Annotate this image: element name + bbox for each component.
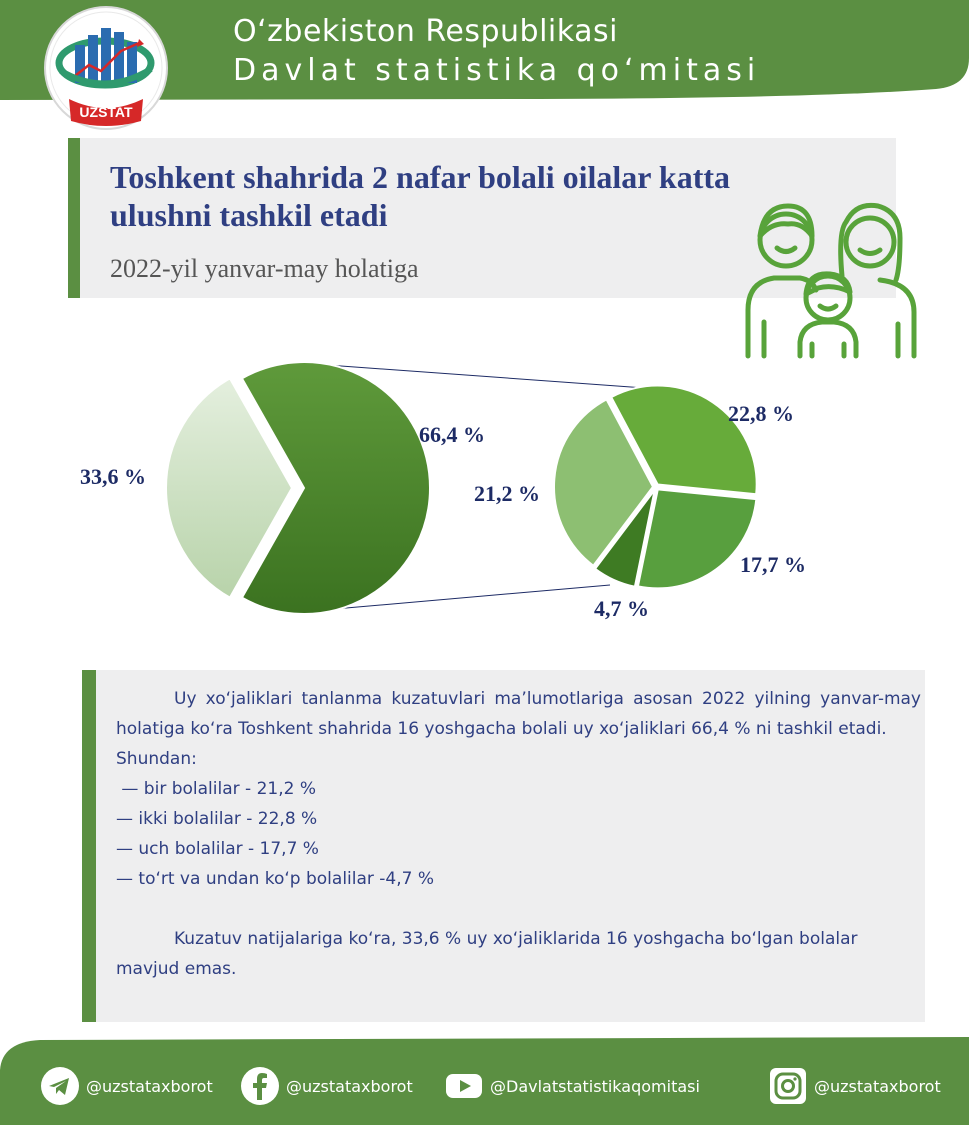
main-slice-label-1: 33,6 % bbox=[80, 464, 146, 489]
main-pie bbox=[165, 361, 431, 615]
youtube-handle: @Davlatstatistikaqomitasi bbox=[490, 1076, 700, 1096]
info-item-1: — bir bolalilar - 21,2 % bbox=[116, 779, 316, 799]
breakdown-slice-3 bbox=[553, 397, 655, 568]
info-item-3: — uch bolalilar - 17,7 % bbox=[116, 839, 319, 859]
page-subtitle: 2022-yil yanvar-may holatiga bbox=[110, 254, 419, 283]
main-slice-1 bbox=[165, 376, 294, 600]
main-slice-0 bbox=[240, 361, 431, 615]
breakdown-slice-0 bbox=[609, 384, 758, 496]
footer-band bbox=[0, 1037, 969, 1125]
logo-text: UZSTAT bbox=[79, 104, 133, 120]
info-panel: Uy xo‘jaliklari tanlanma kuzatuvlari ma’… bbox=[82, 670, 925, 1022]
info-paragraph-2: Kuzatuv natijalariga ko‘ra, 33,6 % uy xo… bbox=[116, 929, 858, 979]
facebook-link[interactable]: @uzstataxborot bbox=[240, 1066, 413, 1106]
org-name-line2: Davlat statistika qo‘mitasi bbox=[233, 53, 761, 88]
main-slice-label-0: 66,4 % bbox=[419, 422, 485, 447]
telegram-icon bbox=[41, 1067, 79, 1105]
org-name-line1: O‘zbekiston Respublikasi bbox=[233, 14, 618, 49]
info-paragraph-1: Uy xo‘jaliklari tanlanma kuzatuvlari ma’… bbox=[116, 689, 921, 739]
header-band bbox=[0, 0, 969, 100]
page-title: Toshkent shahrida 2 nafar bolali oilalar… bbox=[110, 159, 730, 233]
instagram-link[interactable]: @uzstataxborot bbox=[768, 1066, 941, 1106]
breakdown-slice-2 bbox=[593, 489, 656, 588]
breakdown-label-1: 17,7 % bbox=[740, 552, 806, 577]
info-item-4: — to‘rt va undan ko‘p bolalilar -4,7 % bbox=[116, 869, 435, 889]
facebook-icon bbox=[241, 1067, 279, 1105]
title-panel: Toshkent shahrida 2 nafar bolali oilalar… bbox=[68, 138, 896, 298]
uzstat-logo: UZSTAT bbox=[44, 6, 168, 130]
info-item-2: — ikki bolalilar - 22,8 % bbox=[116, 809, 318, 829]
breakdown-label-0: 22,8 % bbox=[728, 401, 794, 426]
youtube-link[interactable]: @Davlatstatistikaqomitasi bbox=[444, 1066, 700, 1106]
breakdown-label-2: 4,7 % bbox=[594, 596, 649, 621]
youtube-icon bbox=[446, 1074, 482, 1098]
telegram-link[interactable]: @uzstataxborot bbox=[40, 1066, 213, 1106]
breakdown-slice-1 bbox=[636, 488, 758, 590]
instagram-icon bbox=[770, 1068, 806, 1104]
telegram-handle: @uzstataxborot bbox=[86, 1076, 213, 1096]
family-icon bbox=[745, 202, 917, 359]
breakdown-label-3: 21,2 % bbox=[474, 481, 540, 506]
facebook-handle: @uzstataxborot bbox=[286, 1076, 413, 1096]
pie-of-pie-chart: 66,4 % 33,6 % 22,8 % 17,7 % 4,7 % 21,2 % bbox=[80, 361, 806, 621]
info-shundan: Shundan: bbox=[116, 749, 197, 769]
breakdown-pie bbox=[553, 384, 758, 590]
instagram-handle: @uzstataxborot bbox=[814, 1076, 941, 1096]
